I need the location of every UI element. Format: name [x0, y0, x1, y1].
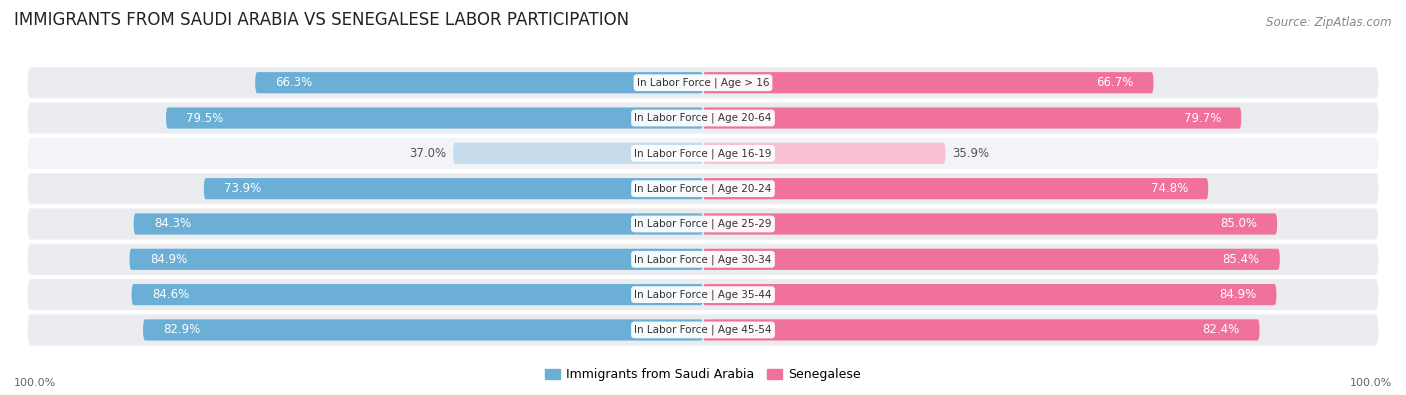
- FancyBboxPatch shape: [166, 107, 703, 129]
- Text: 74.8%: 74.8%: [1150, 182, 1188, 195]
- Text: In Labor Force | Age 35-44: In Labor Force | Age 35-44: [634, 290, 772, 300]
- FancyBboxPatch shape: [703, 107, 1241, 129]
- FancyBboxPatch shape: [28, 244, 1378, 275]
- FancyBboxPatch shape: [143, 319, 703, 340]
- FancyBboxPatch shape: [132, 284, 703, 305]
- FancyBboxPatch shape: [28, 279, 1378, 310]
- Text: 35.9%: 35.9%: [952, 147, 990, 160]
- Text: 84.9%: 84.9%: [1219, 288, 1256, 301]
- Text: 66.7%: 66.7%: [1095, 76, 1133, 89]
- FancyBboxPatch shape: [703, 284, 1277, 305]
- FancyBboxPatch shape: [703, 319, 1260, 340]
- Text: 100.0%: 100.0%: [14, 378, 56, 387]
- Text: 79.7%: 79.7%: [1184, 111, 1220, 124]
- Text: 100.0%: 100.0%: [1350, 378, 1392, 387]
- FancyBboxPatch shape: [703, 213, 1277, 235]
- FancyBboxPatch shape: [28, 138, 1378, 169]
- Text: 82.9%: 82.9%: [163, 324, 201, 337]
- Text: 84.6%: 84.6%: [152, 288, 188, 301]
- Text: 66.3%: 66.3%: [276, 76, 312, 89]
- FancyBboxPatch shape: [204, 178, 703, 199]
- Text: In Labor Force | Age > 16: In Labor Force | Age > 16: [637, 77, 769, 88]
- Text: In Labor Force | Age 30-34: In Labor Force | Age 30-34: [634, 254, 772, 265]
- FancyBboxPatch shape: [129, 249, 703, 270]
- Text: In Labor Force | Age 20-64: In Labor Force | Age 20-64: [634, 113, 772, 123]
- FancyBboxPatch shape: [703, 249, 1279, 270]
- Text: Source: ZipAtlas.com: Source: ZipAtlas.com: [1267, 16, 1392, 29]
- Text: 73.9%: 73.9%: [224, 182, 262, 195]
- FancyBboxPatch shape: [703, 72, 1153, 93]
- Text: In Labor Force | Age 45-54: In Labor Force | Age 45-54: [634, 325, 772, 335]
- FancyBboxPatch shape: [28, 102, 1378, 134]
- Text: 84.3%: 84.3%: [153, 218, 191, 231]
- FancyBboxPatch shape: [703, 178, 1208, 199]
- FancyBboxPatch shape: [28, 209, 1378, 239]
- Text: IMMIGRANTS FROM SAUDI ARABIA VS SENEGALESE LABOR PARTICIPATION: IMMIGRANTS FROM SAUDI ARABIA VS SENEGALE…: [14, 11, 630, 29]
- Text: In Labor Force | Age 16-19: In Labor Force | Age 16-19: [634, 148, 772, 159]
- Legend: Immigrants from Saudi Arabia, Senegalese: Immigrants from Saudi Arabia, Senegalese: [540, 363, 866, 386]
- Text: 85.4%: 85.4%: [1222, 253, 1260, 266]
- Text: 37.0%: 37.0%: [409, 147, 446, 160]
- Text: 79.5%: 79.5%: [186, 111, 224, 124]
- Text: 84.9%: 84.9%: [150, 253, 187, 266]
- FancyBboxPatch shape: [28, 67, 1378, 98]
- FancyBboxPatch shape: [703, 143, 945, 164]
- Text: 85.0%: 85.0%: [1220, 218, 1257, 231]
- Text: 82.4%: 82.4%: [1202, 324, 1239, 337]
- Text: In Labor Force | Age 20-24: In Labor Force | Age 20-24: [634, 183, 772, 194]
- FancyBboxPatch shape: [256, 72, 703, 93]
- FancyBboxPatch shape: [28, 173, 1378, 204]
- FancyBboxPatch shape: [453, 143, 703, 164]
- Text: In Labor Force | Age 25-29: In Labor Force | Age 25-29: [634, 219, 772, 229]
- FancyBboxPatch shape: [28, 314, 1378, 346]
- FancyBboxPatch shape: [134, 213, 703, 235]
